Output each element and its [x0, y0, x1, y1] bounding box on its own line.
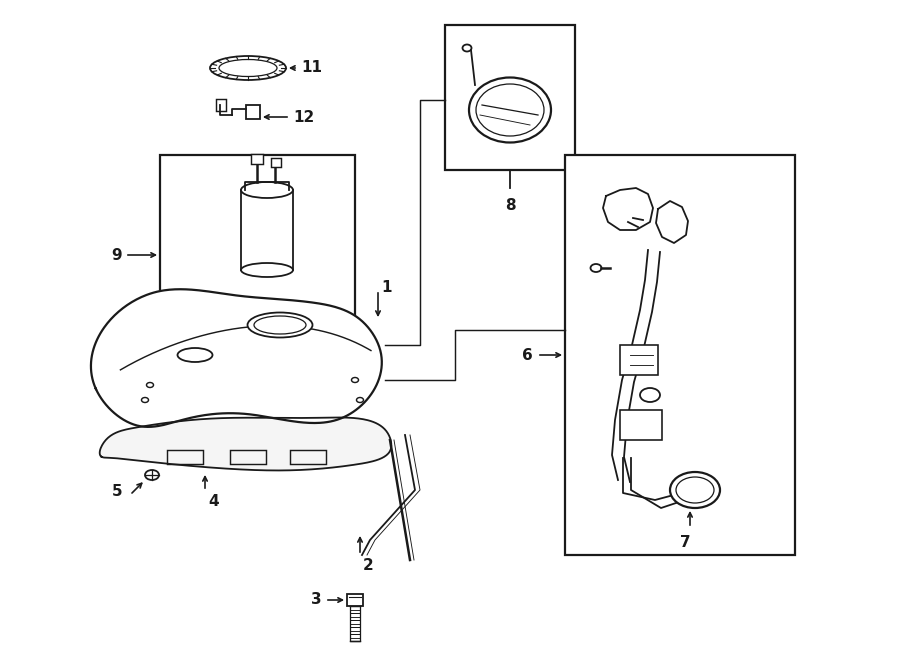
Ellipse shape — [670, 472, 720, 508]
Ellipse shape — [241, 182, 293, 198]
Ellipse shape — [356, 397, 364, 403]
Ellipse shape — [210, 56, 286, 80]
Ellipse shape — [469, 77, 551, 143]
Bar — [290, 450, 326, 464]
Ellipse shape — [248, 313, 312, 338]
Bar — [251, 154, 263, 164]
Bar — [167, 450, 203, 464]
Ellipse shape — [177, 348, 212, 362]
Bar — [347, 594, 363, 606]
Bar — [565, 155, 795, 555]
Bar — [246, 105, 260, 119]
Ellipse shape — [141, 397, 149, 403]
Text: 9: 9 — [112, 247, 122, 262]
Bar — [160, 155, 355, 355]
Ellipse shape — [147, 383, 154, 387]
Ellipse shape — [241, 263, 293, 277]
Ellipse shape — [352, 377, 358, 383]
Text: 2: 2 — [363, 558, 374, 573]
Bar — [620, 345, 658, 375]
Polygon shape — [656, 201, 688, 243]
Bar — [445, 25, 575, 170]
Bar — [271, 158, 281, 167]
Text: 12: 12 — [293, 110, 314, 124]
Text: 11: 11 — [301, 61, 322, 75]
Polygon shape — [91, 290, 382, 427]
Text: 5: 5 — [112, 484, 122, 499]
Polygon shape — [100, 418, 392, 471]
Text: 4: 4 — [208, 494, 219, 509]
Bar — [241, 190, 293, 270]
Ellipse shape — [590, 264, 601, 272]
Polygon shape — [603, 188, 653, 230]
Ellipse shape — [212, 327, 272, 349]
Text: 7: 7 — [680, 535, 690, 550]
Text: 8: 8 — [505, 198, 516, 213]
Text: 3: 3 — [311, 592, 322, 607]
Ellipse shape — [640, 388, 660, 402]
Ellipse shape — [145, 470, 159, 480]
Bar — [230, 450, 266, 464]
Bar — [620, 410, 662, 440]
Text: 6: 6 — [522, 348, 533, 362]
Text: 1: 1 — [381, 280, 392, 295]
Bar — [216, 99, 226, 111]
Text: 10: 10 — [299, 330, 320, 346]
